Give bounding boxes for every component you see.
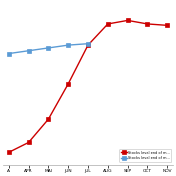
Stocks level end of m... <box>146 23 149 25</box>
Stocks level end of m... <box>166 24 168 26</box>
Stocks level end of m... <box>87 43 89 45</box>
Stocks level end of m... <box>67 44 69 46</box>
Stocks level end of m... <box>127 19 129 21</box>
Stocks level end of m... <box>8 52 10 55</box>
Line: Stocks level end of m...: Stocks level end of m... <box>7 19 169 154</box>
Stocks level end of m... <box>67 83 69 85</box>
Line: Stocks level end of m...: Stocks level end of m... <box>7 42 90 55</box>
Stocks level end of m... <box>107 23 109 25</box>
Stocks level end of m... <box>27 50 30 52</box>
Stocks level end of m... <box>47 118 49 120</box>
Legend: Stocks level end of m..., Stocks level end of m...: Stocks level end of m..., Stocks level e… <box>119 149 171 162</box>
Stocks level end of m... <box>47 47 49 49</box>
Stocks level end of m... <box>8 151 10 153</box>
Stocks level end of m... <box>27 142 30 144</box>
Stocks level end of m... <box>87 44 89 46</box>
